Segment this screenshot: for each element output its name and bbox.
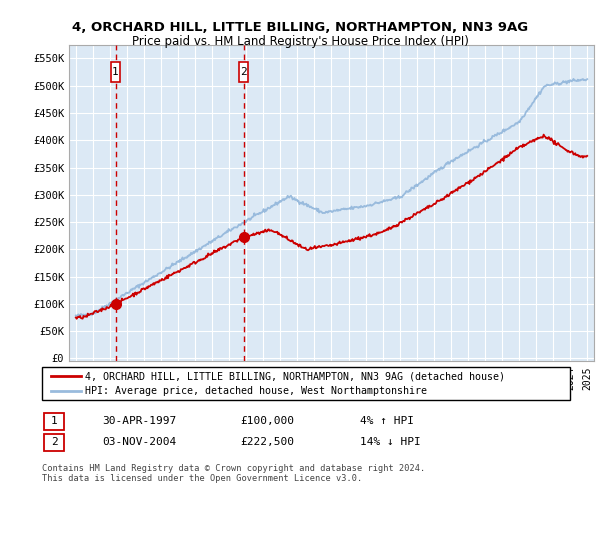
Text: £222,500: £222,500 [240,437,294,447]
Text: 1: 1 [112,67,119,77]
Text: 4, ORCHARD HILL, LITTLE BILLING, NORTHAMPTON, NN3 9AG: 4, ORCHARD HILL, LITTLE BILLING, NORTHAM… [72,21,528,34]
Text: Price paid vs. HM Land Registry's House Price Index (HPI): Price paid vs. HM Land Registry's House … [131,35,469,48]
Text: 1: 1 [51,416,58,426]
Text: 4, ORCHARD HILL, LITTLE BILLING, NORTHAMPTON, NN3 9AG (detached house): 4, ORCHARD HILL, LITTLE BILLING, NORTHAM… [85,371,505,381]
Text: Contains HM Land Registry data © Crown copyright and database right 2024.
This d: Contains HM Land Registry data © Crown c… [42,464,425,483]
Text: 14% ↓ HPI: 14% ↓ HPI [360,437,421,447]
Text: £100,000: £100,000 [240,416,294,426]
Text: 03-NOV-2004: 03-NOV-2004 [102,437,176,447]
FancyBboxPatch shape [239,62,248,82]
Text: 4% ↑ HPI: 4% ↑ HPI [360,416,414,426]
FancyBboxPatch shape [111,62,120,82]
Text: 2: 2 [240,67,247,77]
Text: 2: 2 [51,437,58,447]
Text: 30-APR-1997: 30-APR-1997 [102,416,176,426]
Text: HPI: Average price, detached house, West Northamptonshire: HPI: Average price, detached house, West… [85,386,427,396]
